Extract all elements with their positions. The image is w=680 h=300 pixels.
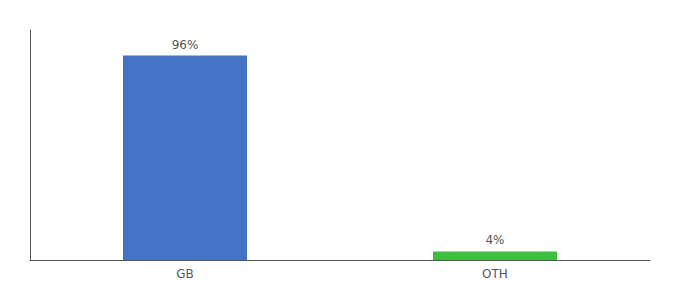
- svg-text:4%: 4%: [485, 233, 504, 247]
- svg-text:96%: 96%: [172, 38, 199, 52]
- svg-text:GB: GB: [176, 267, 194, 281]
- svg-text:OTH: OTH: [482, 267, 508, 281]
